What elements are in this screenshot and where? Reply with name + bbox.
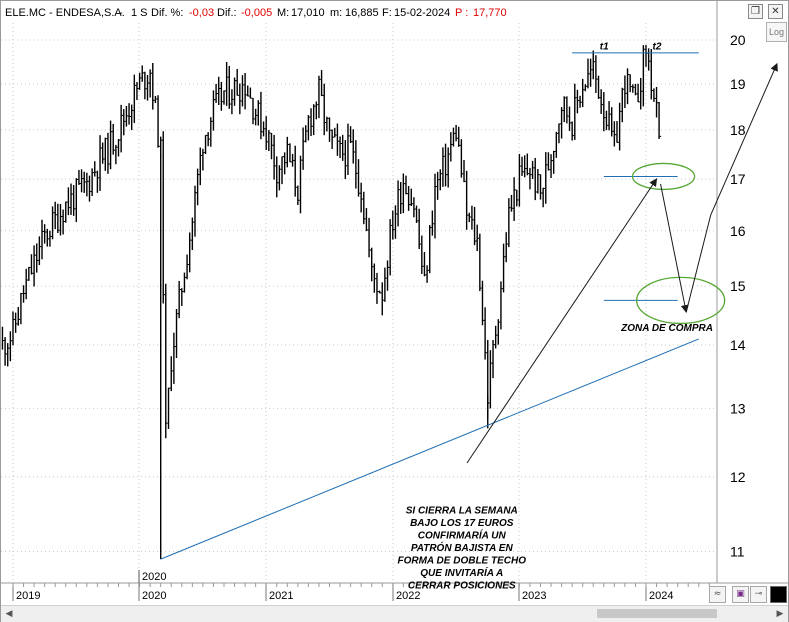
scroll-thumb[interactable] bbox=[597, 609, 717, 618]
restore-icon[interactable]: ❐ bbox=[748, 4, 763, 19]
log-scale-button[interactable]: Log bbox=[766, 22, 787, 42]
y-tick-label: 12 bbox=[730, 469, 746, 485]
y-tick-label: 19 bbox=[730, 76, 746, 92]
annotation-text: PATRÓN BAJISTA EN bbox=[411, 541, 514, 554]
date-label: F: bbox=[382, 7, 392, 19]
y-tick-label: 11 bbox=[730, 543, 745, 559]
price-chart[interactable]: 11 12 13 14 15 16 17 18 19 20 2019 2020 2021 2022 202… bbox=[1, 1, 788, 605]
y-tick-label: 15 bbox=[730, 278, 746, 294]
annotation-text: SI CIERRA LA SEMANA bbox=[406, 505, 518, 516]
drawings: t1 t2 ZONA DE COMPRA SI CIERRA LA SEMANA BAJ… bbox=[160, 42, 778, 591]
annotation-text: FORMA DE DOBLE TECHO bbox=[397, 555, 526, 566]
scroll-left-icon[interactable]: ◀ bbox=[5, 609, 13, 619]
x-tick-label: 2024 bbox=[649, 590, 673, 602]
annotation-text: t1 bbox=[600, 42, 609, 53]
y-axis-labels: 11 12 13 14 15 16 17 18 19 20 bbox=[730, 32, 746, 559]
y-tick-label: 17 bbox=[730, 171, 746, 187]
dif-label: Dif.: bbox=[217, 7, 237, 19]
x-marker-label: 2020 bbox=[142, 571, 166, 583]
annotation-text: ZONA DE COMPRA bbox=[620, 323, 713, 334]
y-tick-label: 14 bbox=[730, 337, 746, 353]
y-tick-label: 13 bbox=[730, 400, 746, 416]
x-tick-label: 2022 bbox=[396, 590, 420, 602]
close-icon[interactable]: ✕ bbox=[768, 4, 783, 19]
wave-icon[interactable]: ≈ bbox=[709, 586, 726, 603]
header-separator: - bbox=[119, 7, 123, 19]
down-arrow bbox=[660, 183, 689, 314]
annotation-text: CONFIRMARÍA UN bbox=[418, 528, 507, 541]
max-value: 17,010 bbox=[291, 7, 325, 19]
min-value: 16,885 bbox=[345, 7, 379, 19]
rebound-line bbox=[685, 214, 712, 313]
color-square-icon[interactable] bbox=[770, 586, 787, 603]
x-tick-label: 2023 bbox=[522, 590, 546, 602]
grid-lines bbox=[1, 1, 788, 584]
x-axis: 2019 2020 2021 2022 2023 2024 2020 bbox=[12, 570, 710, 602]
up-arrow bbox=[710, 62, 778, 216]
dif-pct-label: Dif. %: bbox=[151, 7, 183, 19]
buy-zone-ellipse bbox=[636, 276, 726, 325]
annotation-text: t2 bbox=[653, 42, 662, 53]
x-tick-label: 2021 bbox=[269, 590, 293, 602]
horizontal-scrollbar[interactable]: ◀ ▶ bbox=[1, 605, 788, 622]
max-label: M: bbox=[277, 7, 289, 19]
support-trendline bbox=[160, 338, 699, 560]
scroll-right-icon[interactable]: ▶ bbox=[776, 609, 784, 619]
breakdown-ellipse bbox=[631, 162, 696, 191]
pin-icon[interactable]: ⊸ bbox=[750, 586, 767, 603]
y-tick-label: 16 bbox=[730, 223, 746, 239]
price-bars bbox=[1, 44, 662, 560]
dif-pct-value: -0,03 bbox=[189, 7, 214, 19]
period-label: 1 S bbox=[131, 7, 148, 19]
x-tick-label: 2020 bbox=[142, 590, 166, 602]
min-label: m: bbox=[330, 7, 342, 19]
y-tick-label: 18 bbox=[730, 122, 746, 138]
date-value: 15-02-2024 bbox=[394, 7, 450, 19]
ticker-label: ELE.MC - ENDESA,S.A. bbox=[5, 7, 125, 19]
y-tick-label: 20 bbox=[730, 32, 746, 48]
annotation-text: CERRAR POSICIONES bbox=[408, 580, 516, 591]
annotation-text: BAJO LOS 17 EUROS bbox=[410, 518, 514, 529]
dif-value: -0,005 bbox=[241, 7, 272, 19]
price-value: 17,770 bbox=[473, 7, 507, 19]
price-label: P : bbox=[455, 7, 468, 19]
x-tick-label: 2019 bbox=[16, 590, 40, 602]
pointer-arrow bbox=[466, 178, 658, 464]
save-icon[interactable]: ▣ bbox=[732, 586, 749, 603]
annotation-text: QUE INVITARÍA A bbox=[420, 566, 503, 579]
